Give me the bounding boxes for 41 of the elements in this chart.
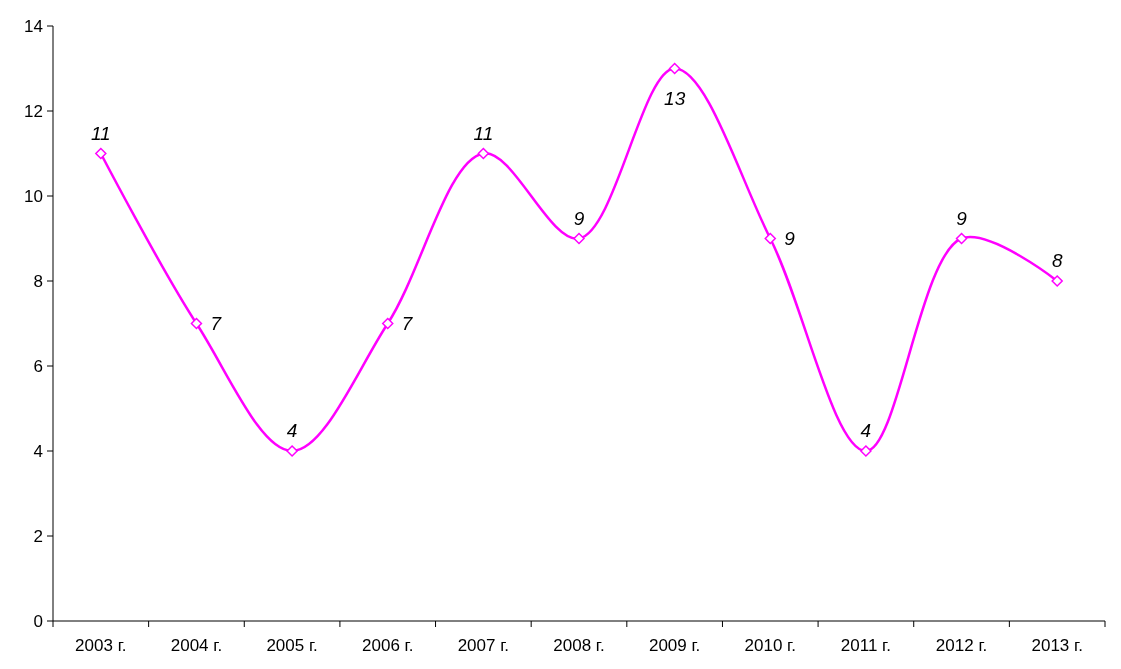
x-tick-label: 2004 г. xyxy=(170,636,223,655)
x-tick-label: 2010 г. xyxy=(744,636,796,655)
y-tick-label: 6 xyxy=(33,356,43,376)
x-tick-label: 2011 г. xyxy=(840,636,891,655)
x-tick-label: 2012 г. xyxy=(935,636,988,655)
point xyxy=(381,317,394,330)
data-label: 9 xyxy=(573,207,585,229)
x-tick-label: 2006 г. xyxy=(362,636,414,655)
point xyxy=(764,232,777,245)
x-tick-label: 2013 г. xyxy=(1031,636,1083,655)
x-tick-label: 2009 г. xyxy=(648,636,701,655)
x-tick-label: 2007 г. xyxy=(457,636,510,655)
x-tick-label: 2005 г. xyxy=(266,636,318,655)
data-label: 4 xyxy=(286,420,298,441)
point xyxy=(1051,275,1063,287)
point xyxy=(95,147,107,160)
point xyxy=(286,445,298,457)
data-label: 8 xyxy=(1051,250,1063,271)
y-tick-label: 2 xyxy=(33,526,43,546)
y-tick-label: 12 xyxy=(24,101,43,121)
point xyxy=(477,147,490,160)
y-tick-label: 8 xyxy=(33,271,43,291)
point xyxy=(668,62,681,75)
y-tick-label: 0 xyxy=(33,611,43,631)
data-label: 7 xyxy=(401,312,414,334)
data-label: 9 xyxy=(956,207,968,229)
x-tick-label: 2008 г. xyxy=(553,636,605,655)
data-label: 9 xyxy=(784,227,796,249)
point xyxy=(955,232,968,245)
y-tick-label: 14 xyxy=(24,16,43,36)
point xyxy=(573,232,585,245)
x-tick-label: 2003 г. xyxy=(75,636,127,655)
point xyxy=(860,445,872,457)
data-label: 11 xyxy=(90,122,111,144)
data-label: 11 xyxy=(473,122,494,144)
data-label: 13 xyxy=(664,87,686,109)
data-label: 7 xyxy=(210,312,223,334)
y-tick-label: 10 xyxy=(24,186,43,206)
point xyxy=(190,317,203,330)
data-label: 4 xyxy=(860,420,872,441)
y-tick-label: 4 xyxy=(33,441,43,461)
